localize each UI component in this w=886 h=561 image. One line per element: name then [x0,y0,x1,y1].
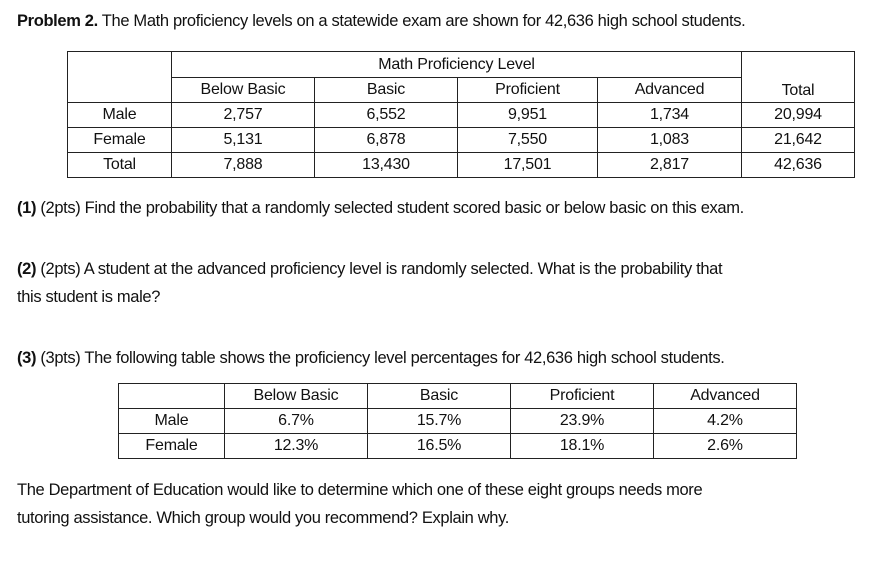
cell: 7,550 [457,127,598,153]
question-text: (3pts) The following table shows the pro… [36,349,725,367]
row-label: Female [118,433,225,459]
total-header: Total [741,51,855,103]
col-header: Advanced [597,77,742,103]
cell: 5,131 [171,127,315,153]
col-header: Basic [367,383,511,409]
col-header: Proficient [510,383,654,409]
empty-corner-cell [118,383,225,409]
table-row: Total 7,888 13,430 17,501 2,817 42,636 [67,152,855,178]
col-header: Advanced [653,383,797,409]
problem-intro: The Math proficiency levels on a statewi… [97,12,746,30]
proficiency-percentages-table: Below Basic Basic Proficient Advanced Ma… [118,383,797,459]
cell: 1,734 [597,102,742,128]
row-label: Male [118,408,225,434]
table-row: Male 6.7% 15.7% 23.9% 4.2% [118,408,797,434]
cell: 6.7% [224,408,368,434]
cell: 6,878 [314,127,458,153]
col-header: Below Basic [224,383,368,409]
question-2: (2) (2pts) A student at the advanced pro… [17,260,723,279]
cell: 1,083 [597,127,742,153]
empty-corner-cell [67,51,172,103]
cell: 9,951 [457,102,598,128]
question-number: (3) [17,349,37,367]
table-row: Female 5,131 6,878 7,550 1,083 21,642 [67,127,855,153]
problem-statement: Problem 2. The Math proficiency levels o… [17,12,746,31]
col-header: Below Basic [171,77,315,103]
cell: 13,430 [314,152,458,178]
group-header: Math Proficiency Level [171,51,742,78]
question-number: (2) [17,260,37,278]
cell: 4.2% [653,408,797,434]
question-2-continued: this student is male? [17,288,161,306]
closing-line-1: The Department of Education would like t… [17,481,703,499]
cell: 17,501 [457,152,598,178]
row-label: Male [67,102,172,128]
table-row: Female 12.3% 16.5% 18.1% 2.6% [118,433,797,459]
col-header: Proficient [457,77,598,103]
table-row: Male 2,757 6,552 9,951 1,734 20,994 [67,102,855,128]
row-total: 21,642 [741,127,855,153]
problem-label: Problem 2. [17,12,98,30]
cell: 2.6% [653,433,797,459]
question-1: (1) (2pts) Find the probability that a r… [17,199,744,218]
cell: 18.1% [510,433,654,459]
question-number: (1) [17,199,37,217]
cell: 15.7% [367,408,511,434]
cell: 2,757 [171,102,315,128]
row-total: 42,636 [741,152,855,178]
closing-line-2: tutoring assistance. Which group would y… [17,509,510,527]
question-3: (3) (3pts) The following table shows the… [17,349,725,368]
cell: 12.3% [224,433,368,459]
proficiency-counts-table: Math Proficiency Level Total Below Basic… [67,51,855,178]
row-label: Female [67,127,172,153]
col-header: Basic [314,77,458,103]
cell: 6,552 [314,102,458,128]
question-text: (2pts) Find the probability that a rando… [36,199,744,217]
cell: 23.9% [510,408,654,434]
question-text: (2pts) A student at the advanced profici… [36,260,723,278]
cell: 16.5% [367,433,511,459]
row-total: 20,994 [741,102,855,128]
cell: 2,817 [597,152,742,178]
row-label: Total [67,152,172,178]
cell: 7,888 [171,152,315,178]
